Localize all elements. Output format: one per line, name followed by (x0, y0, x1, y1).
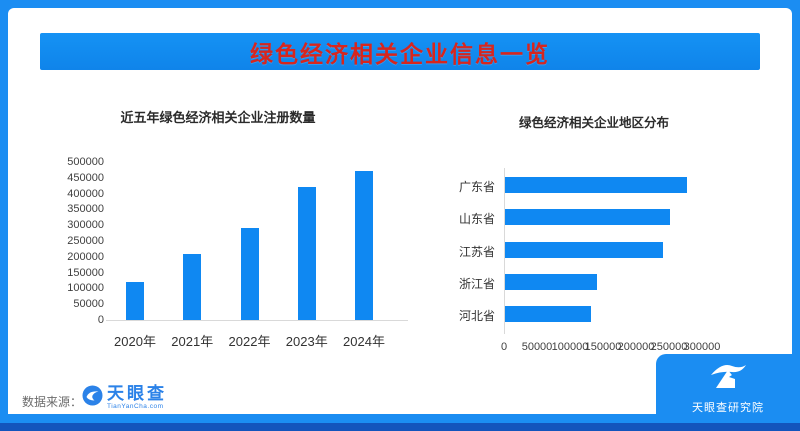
tianyancha-eye-icon (82, 385, 103, 411)
x-category-label: 2021年 (171, 334, 214, 349)
x-tick-label: 100000 (551, 341, 589, 353)
x-axis-line (106, 320, 408, 321)
tianyancha-name: 天眼查 (107, 384, 167, 403)
bottom-accent-strip (0, 423, 800, 431)
y-tick-label: 350000 (67, 203, 104, 216)
y-tick-label: 450000 (67, 171, 104, 184)
y-tick-label: 0 (97, 314, 104, 326)
page-title: 绿色经济相关企业信息一览 (250, 40, 550, 67)
x-tick-label: 0 (500, 341, 508, 353)
bar-2022年 (240, 228, 259, 320)
x-category-label: 2020年 (114, 334, 156, 349)
bar-浙江省 (505, 274, 597, 290)
y-category-label: 浙江省 (458, 277, 495, 291)
bar-河北省 (505, 306, 591, 322)
research-institute-label: 天眼查研究院 (692, 402, 764, 414)
x-tick-label: 250000 (650, 341, 688, 353)
y-tick-label: 400000 (67, 187, 104, 200)
left-chart-title: 近五年绿色经济相关企业注册数量 (120, 110, 316, 125)
content-card: 绿色经济相关企业信息一览 近五年绿色经济相关企业注册数量 绿色经济相关企业地区分… (8, 8, 792, 414)
title-banner: 绿色经济相关企业信息一览 (40, 33, 760, 70)
y-tick-label: 200000 (67, 250, 104, 263)
y-tick-label: 100000 (67, 282, 104, 295)
y-category-label: 江苏省 (458, 245, 495, 259)
bar-2024年 (355, 171, 373, 320)
y-tick-label: 300000 (67, 219, 104, 232)
y-tick-label: 250000 (67, 235, 104, 247)
bar-2021年 (183, 254, 202, 320)
tianyancha-logo: 天眼查 TianYanCha.com (82, 385, 167, 411)
tianyancha-url: TianYanCha.com (107, 403, 164, 410)
bar-广东省 (505, 177, 687, 193)
bar-2023年 (297, 187, 316, 320)
y-category-label: 广东省 (458, 180, 495, 194)
x-category-label: 2022年 (228, 334, 271, 349)
tianyancha-wordmark: 天眼查 TianYanCha.com (107, 384, 167, 411)
x-category-label: 2024年 (343, 334, 385, 349)
x-tick-label: 150000 (584, 341, 622, 353)
y-tick-label: 500000 (67, 156, 104, 168)
y-category-label: 河北省 (458, 309, 495, 323)
mountain-swoosh-icon (708, 360, 748, 397)
x-tick-label: 50000 (521, 341, 553, 353)
bar-江苏省 (505, 242, 663, 258)
y-axis-line (504, 168, 505, 334)
x-category-label: 2023年 (285, 334, 328, 349)
y-tick-label: 150000 (67, 266, 104, 279)
x-tick-label: 300000 (683, 341, 721, 353)
data-source-label: 数据来源： (22, 395, 83, 409)
y-category-label: 山东省 (458, 212, 495, 226)
bar-2020年 (126, 282, 144, 320)
x-tick-label: 200000 (617, 341, 655, 353)
y-tick-label: 50000 (73, 298, 104, 311)
research-institute-logo: 天眼查研究院 (656, 354, 800, 423)
right-chart-title: 绿色经济相关企业地区分布 (518, 116, 669, 130)
bar-山东省 (505, 209, 670, 225)
